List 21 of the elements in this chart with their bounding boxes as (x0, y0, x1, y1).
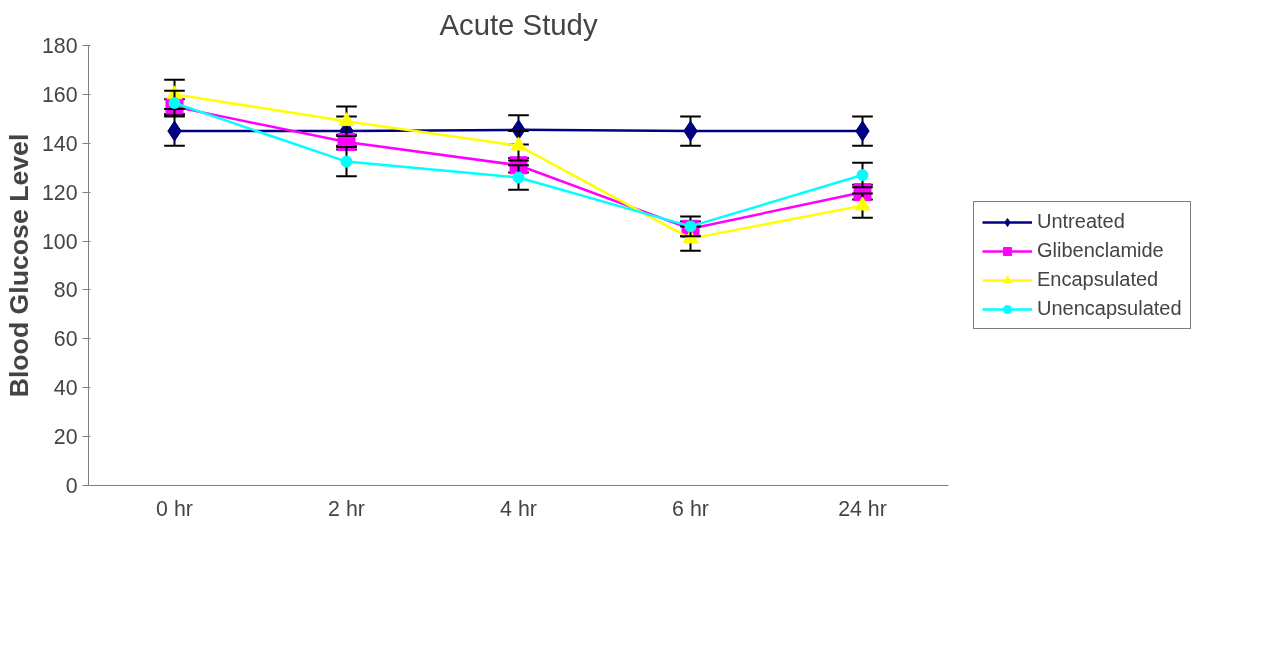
y-tick-label: 120 (41, 180, 78, 205)
y-tick-label: 20 (53, 425, 78, 450)
legend-label: Untreated (1037, 210, 1125, 233)
y-tick-label: 80 (53, 278, 78, 303)
legend-label: Encapsulated (1037, 268, 1159, 291)
y-tick-label: 60 (53, 327, 78, 352)
x-tick-label: 6 hr (672, 496, 709, 521)
y-tick-label: 160 (41, 82, 78, 107)
y-tick-label: 140 (41, 131, 78, 156)
y-tick-label: 180 (41, 34, 78, 58)
y-tick-label: 0 (65, 474, 78, 498)
y-axis-title: Blood Glucose Level (3, 133, 34, 398)
x-tick-label: 0 hr (156, 496, 193, 521)
x-tick-label: 4 hr (500, 496, 537, 521)
y-tick-label: 100 (41, 229, 78, 254)
x-tick-label: 24 hr (838, 496, 887, 521)
x-tick-label: 2 hr (328, 496, 365, 521)
legend-label: Unencapsulated (1037, 297, 1182, 320)
legend-label: Glibenclamide (1037, 239, 1164, 262)
y-tick-label: 40 (53, 376, 78, 401)
chart-title: Acute Study (439, 7, 598, 41)
